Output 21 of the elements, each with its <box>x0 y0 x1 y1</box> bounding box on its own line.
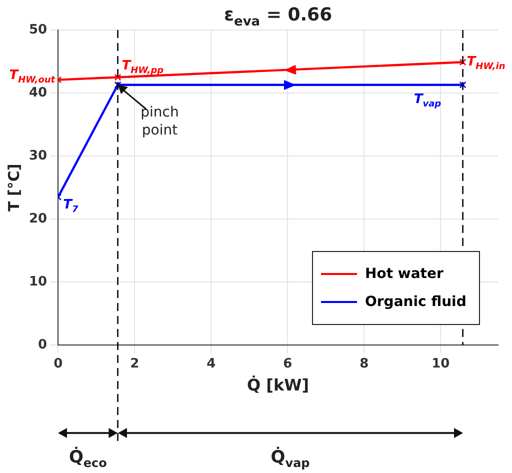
point <box>459 58 466 66</box>
y-tick-label: 20 <box>28 211 48 226</box>
y-axis-title: T [°C] <box>4 164 23 212</box>
point <box>114 74 122 81</box>
annotation: pinch point <box>140 104 179 138</box>
x-tick-label: 4 <box>206 356 216 372</box>
y-tick-label: 50 <box>28 22 48 38</box>
x-tick-label: 2 <box>130 356 140 372</box>
point <box>459 81 466 88</box>
y-tick-label: 30 <box>28 148 48 164</box>
y-tick-label: 40 <box>28 85 48 100</box>
legend-label: Organic fluid <box>365 294 466 310</box>
x-tick-label: 8 <box>360 356 369 372</box>
x-tick-label: 6 <box>283 356 292 372</box>
y-tick-label: 0 <box>38 338 48 353</box>
x-axis-title: Q̇ [kW] <box>247 376 310 395</box>
legend-label: Hot water <box>365 266 444 282</box>
x-tick-label: 10 <box>432 356 450 372</box>
x-tick-label: 0 <box>54 356 63 372</box>
point <box>114 81 122 88</box>
y-tick-label: 10 <box>28 274 48 290</box>
